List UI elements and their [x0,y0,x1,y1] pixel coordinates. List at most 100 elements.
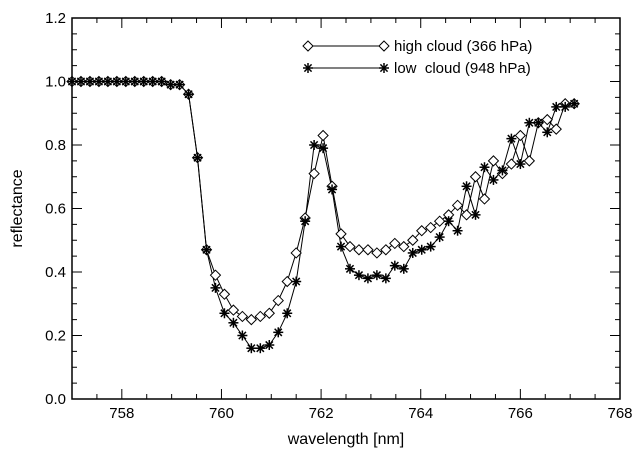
plot-frame [71,17,621,400]
asterisk-marker [111,76,122,87]
asterisk-marker [264,340,275,351]
asterisk-marker [300,216,311,227]
diamond-marker [335,228,347,240]
asterisk-marker [560,101,571,112]
asterisk-marker [156,76,167,87]
diamond-marker [317,129,329,142]
asterisk-marker [371,270,382,281]
y-tick-label: 0.8 [45,137,66,154]
series-markers-1 [67,76,580,354]
diamond-marker [460,209,473,221]
asterisk-marker [336,241,347,252]
asterisk-marker [174,79,185,90]
asterisk-marker [210,282,221,293]
y-tick-label: 0.4 [45,264,66,281]
diamond-marker [514,129,527,142]
diamond-marker [254,310,267,323]
y-tick-label: 0.2 [45,328,66,345]
asterisk-marker [524,117,535,128]
asterisk-marker [291,276,302,287]
asterisk-marker [255,343,266,354]
asterisk-marker [497,165,508,176]
asterisk-marker [542,127,553,138]
diamond-marker [505,158,518,170]
diamond-marker [407,234,419,246]
diamond-marker [281,275,293,288]
y-tick-label: 0.6 [45,201,66,218]
diamond-marker [209,269,222,281]
diamond-marker [236,310,249,323]
asterisk-marker [416,244,427,255]
asterisk-marker [165,79,176,90]
asterisk-marker [219,308,230,319]
asterisk-marker [147,76,158,87]
asterisk-marker [353,270,364,281]
asterisk-marker [515,159,526,170]
asterisk-marker [246,343,257,354]
asterisk-marker [452,225,463,236]
legend-entry-low-cloud: low cloud (948 hPa) [303,60,531,77]
asterisk-marker [138,76,149,87]
asterisk-marker [425,241,436,252]
asterisk-marker [344,263,355,274]
asterisk-marker [192,152,203,163]
asterisk-marker [309,140,320,150]
y-tick-label: 1.0 [45,74,66,91]
legend-diamond-marker [378,40,390,52]
asterisk-marker [282,308,293,319]
series-markers-0 [66,75,580,326]
diamond-marker [272,294,284,307]
diamond-marker [362,244,374,256]
legend: high cloud (366 hPa) low cloud (948 hPa) [302,38,532,77]
asterisk-marker [443,216,454,227]
diamond-marker [290,247,302,259]
x-tick-label: 766 [508,405,533,422]
asterisk-marker [183,89,194,100]
diamond-marker [353,244,365,256]
asterisk-marker [470,209,481,220]
x-axis-label: wavelength [nm] [287,431,405,448]
series-line-1 [72,81,575,349]
diamond-marker [550,123,562,135]
diamond-marker [371,247,383,259]
diamond-marker [469,171,482,183]
legend-diamond-marker [302,40,314,52]
legend-markers-high-cloud [302,40,390,52]
diamond-marker [227,304,240,316]
legend-markers-low-cloud [303,63,389,73]
legend-asterisk-marker [379,63,389,73]
x-tick-label: 768 [607,405,632,422]
asterisk-marker [398,263,409,274]
legend-asterisk-marker [303,63,313,73]
asterisk-marker [461,181,472,192]
asterisk-marker [569,98,580,109]
legend-label-low-cloud: low cloud (948 hPa) [394,60,531,77]
asterisk-marker [102,76,113,87]
diamond-marker [344,240,356,253]
diamond-marker [416,225,428,237]
asterisk-marker [318,143,329,154]
asterisk-marker [533,117,544,128]
asterisk-marker [362,273,373,284]
asterisk-marker [120,76,131,87]
y-tick-label: 0.0 [45,391,66,408]
diamond-marker [389,237,401,250]
asterisk-marker [237,330,248,341]
diamond-marker [424,221,437,234]
asterisk-marker [551,101,562,112]
asterisk-marker [273,327,284,338]
diamond-marker [541,113,553,126]
asterisk-marker [488,174,499,185]
diamond-marker [263,307,275,319]
asterisk-marker [84,76,95,87]
x-tick-label: 764 [408,405,433,422]
diamond-marker [523,155,536,167]
asterisk-marker [201,244,212,255]
legend-label-high-cloud: high cloud (366 hPa) [394,38,532,55]
asterisk-marker [434,232,445,243]
x-tick-label: 758 [109,405,134,422]
diamond-marker [398,240,410,253]
diamond-marker [451,199,464,212]
diamond-marker [308,167,320,180]
